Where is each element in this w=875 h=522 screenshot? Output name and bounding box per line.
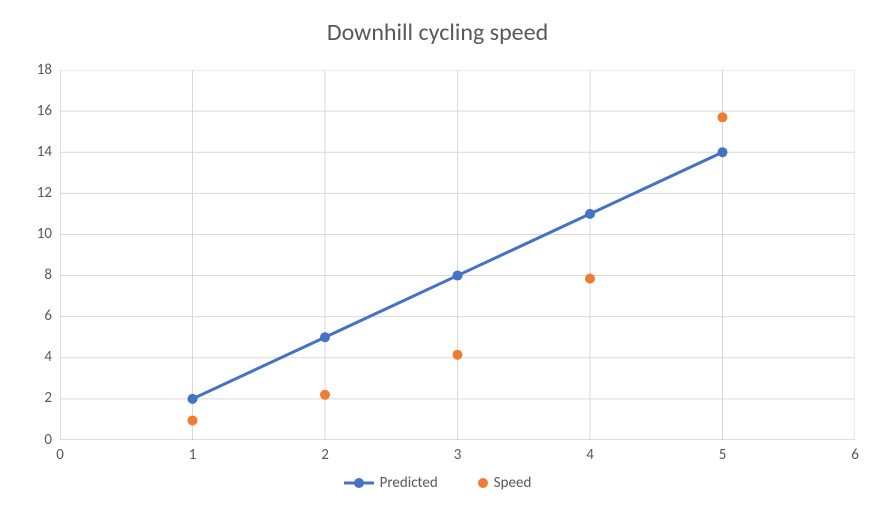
x-tick-label: 4: [570, 446, 610, 464]
x-tick-label: 0: [40, 446, 80, 464]
y-tick-label: 18: [12, 61, 52, 79]
chart-title: Downhill cycling speed: [0, 18, 875, 47]
chart-svg: [60, 70, 855, 440]
y-tick-label: 16: [12, 102, 52, 120]
legend-label: Speed: [494, 474, 532, 492]
x-tick-label: 5: [703, 446, 743, 464]
legend-marker-line-icon: [344, 477, 374, 489]
legend: Predicted Speed: [0, 474, 875, 492]
x-tick-label: 1: [173, 446, 213, 464]
y-tick-label: 10: [12, 225, 52, 243]
chart-container: Downhill cycling speed 024681012141618 0…: [0, 0, 875, 522]
legend-item-predicted: Predicted: [344, 474, 438, 492]
x-tick-label: 2: [305, 446, 345, 464]
legend-marker-dot-icon: [478, 478, 488, 488]
plot-area: [60, 70, 855, 440]
y-tick-label: 12: [12, 184, 52, 202]
x-tick-label: 3: [438, 446, 478, 464]
legend-item-speed: Speed: [478, 474, 532, 492]
y-tick-label: 4: [12, 348, 52, 366]
y-tick-label: 8: [12, 266, 52, 284]
legend-label: Predicted: [380, 474, 438, 492]
y-tick-label: 14: [12, 143, 52, 161]
x-tick-label: 6: [835, 446, 875, 464]
y-tick-label: 2: [12, 389, 52, 407]
y-tick-label: 6: [12, 307, 52, 325]
